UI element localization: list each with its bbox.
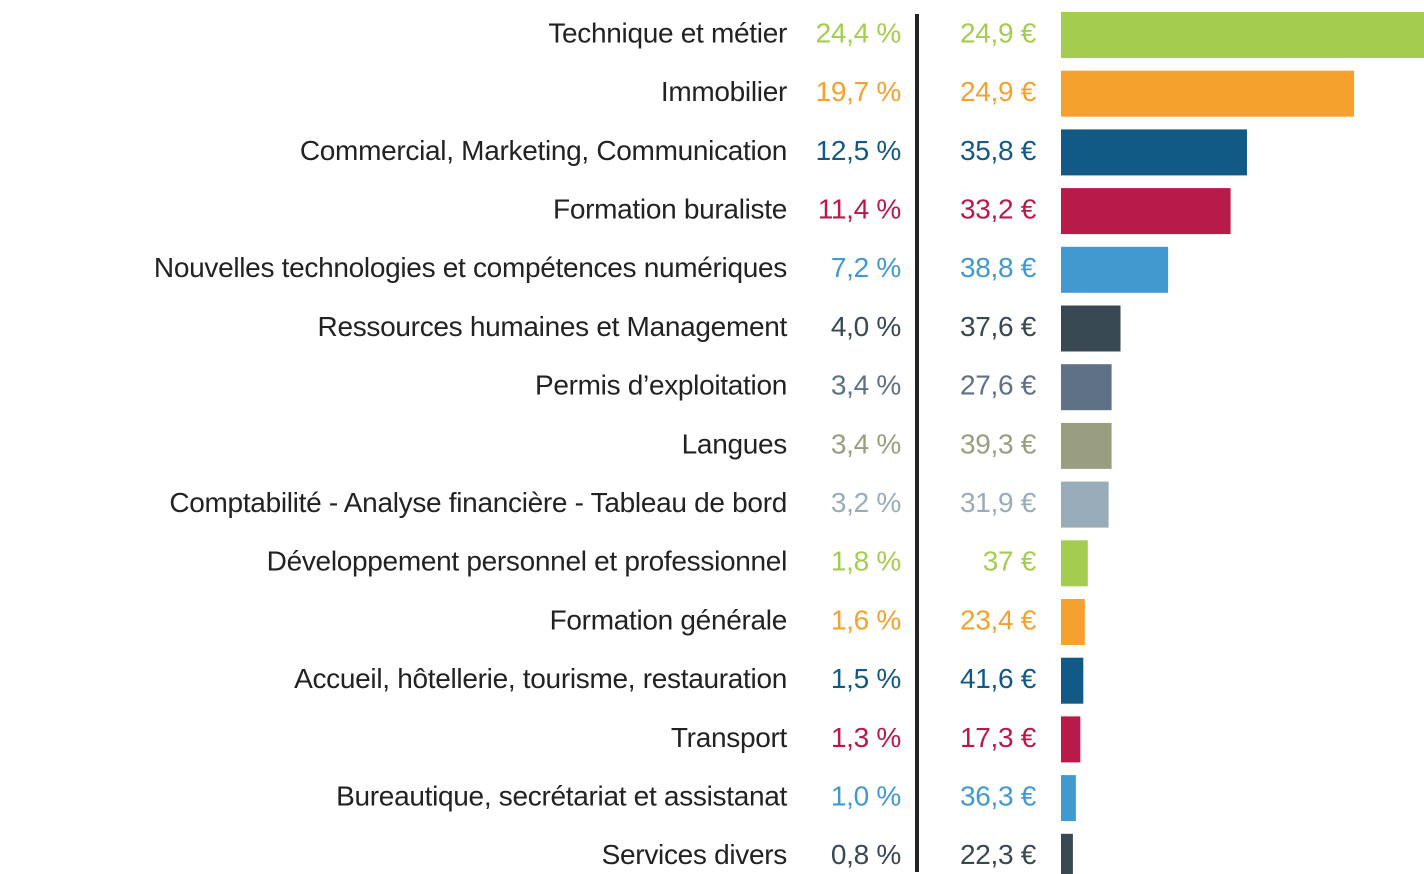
percent-label: 7,2 % bbox=[831, 252, 901, 283]
category-label: Services divers bbox=[602, 839, 787, 870]
bar bbox=[1061, 12, 1424, 58]
bar bbox=[1061, 188, 1231, 235]
bar bbox=[1061, 599, 1085, 645]
price-label: 33,2 € bbox=[960, 193, 1037, 224]
percent-label: 1,8 % bbox=[831, 546, 901, 577]
percent-label: 1,5 % bbox=[831, 663, 901, 694]
percent-label: 4,0 % bbox=[831, 311, 901, 342]
category-label: Langues bbox=[682, 428, 787, 459]
bar bbox=[1061, 129, 1247, 176]
bar bbox=[1061, 775, 1076, 822]
category-label: Développement personnel et professionnel bbox=[267, 546, 787, 577]
bar bbox=[1061, 657, 1084, 704]
bar bbox=[1061, 540, 1088, 587]
bar bbox=[1061, 716, 1081, 763]
price-label: 41,6 € bbox=[960, 663, 1037, 694]
category-label: Nouvelles technologies et compétences nu… bbox=[154, 252, 787, 283]
percent-label: 3,4 % bbox=[831, 428, 901, 459]
price-label: 27,6 € bbox=[960, 370, 1037, 401]
category-label: Formation générale bbox=[550, 604, 787, 635]
percent-label: 24,4 % bbox=[816, 17, 901, 48]
bar bbox=[1061, 364, 1112, 411]
price-label: 24,9 € bbox=[960, 76, 1037, 107]
price-label: 37,6 € bbox=[960, 311, 1037, 342]
percent-label: 12,5 % bbox=[816, 135, 901, 166]
bar bbox=[1061, 70, 1355, 117]
percent-label: 3,2 % bbox=[831, 487, 901, 518]
category-label: Permis d’exploitation bbox=[535, 370, 787, 401]
percent-label: 1,6 % bbox=[831, 604, 901, 635]
category-label: Bureautique, secrétariat et assistanat bbox=[336, 780, 787, 811]
price-label: 31,9 € bbox=[960, 487, 1037, 518]
bar bbox=[1061, 833, 1073, 874]
percent-label: 11,4 % bbox=[818, 193, 901, 224]
category-label: Commercial, Marketing, Communication bbox=[300, 135, 787, 166]
bar bbox=[1061, 481, 1109, 528]
category-label: Ressources humaines et Management bbox=[318, 311, 788, 342]
category-label: Accueil, hôtellerie, tourisme, restaurat… bbox=[294, 663, 787, 694]
category-label: Formation buraliste bbox=[553, 193, 787, 224]
price-label: 37 € bbox=[983, 546, 1037, 577]
price-label: 23,4 € bbox=[960, 604, 1037, 635]
percent-label: 19,7 % bbox=[816, 76, 901, 107]
price-label: 35,8 € bbox=[960, 135, 1037, 166]
bar bbox=[1061, 246, 1169, 293]
price-label: 17,3 € bbox=[960, 722, 1037, 753]
bar bbox=[1061, 422, 1112, 469]
price-label: 22,3 € bbox=[960, 839, 1037, 870]
category-label: Comptabilité - Analyse financière - Tabl… bbox=[169, 487, 787, 518]
price-label: 24,9 € bbox=[960, 17, 1037, 48]
price-label: 39,3 € bbox=[960, 428, 1037, 459]
percent-label: 1,0 % bbox=[831, 780, 901, 811]
price-label: 38,8 € bbox=[960, 252, 1037, 283]
category-label: Immobilier bbox=[661, 76, 787, 107]
percent-label: 3,4 % bbox=[831, 370, 901, 401]
price-label: 36,3 € bbox=[960, 780, 1037, 811]
bar bbox=[1061, 305, 1121, 352]
category-label: Technique et métier bbox=[548, 17, 787, 48]
percent-label: 1,3 % bbox=[831, 722, 901, 753]
percent-label: 0,8 % bbox=[831, 839, 901, 870]
category-label: Transport bbox=[671, 722, 788, 753]
